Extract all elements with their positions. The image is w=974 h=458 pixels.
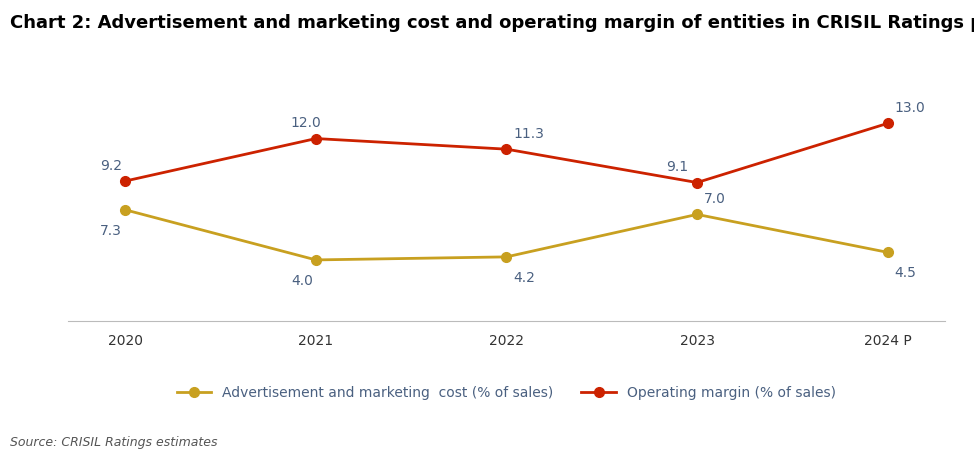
- Legend: Advertisement and marketing  cost (% of sales), Operating margin (% of sales): Advertisement and marketing cost (% of s…: [171, 381, 842, 406]
- Text: 13.0: 13.0: [894, 101, 925, 115]
- Text: 4.0: 4.0: [291, 274, 313, 288]
- Text: 11.3: 11.3: [513, 127, 544, 141]
- Text: Source: CRISIL Ratings estimates: Source: CRISIL Ratings estimates: [10, 436, 217, 449]
- Text: 9.2: 9.2: [100, 159, 123, 173]
- Text: 7.3: 7.3: [100, 224, 122, 238]
- Text: 12.0: 12.0: [291, 116, 321, 131]
- Text: 7.0: 7.0: [704, 192, 726, 206]
- Text: 4.2: 4.2: [513, 271, 536, 285]
- Text: 4.5: 4.5: [894, 267, 917, 280]
- Text: Chart 2: Advertisement and marketing cost and operating margin of entities in CR: Chart 2: Advertisement and marketing cos…: [10, 14, 974, 32]
- Text: 9.1: 9.1: [666, 160, 689, 174]
